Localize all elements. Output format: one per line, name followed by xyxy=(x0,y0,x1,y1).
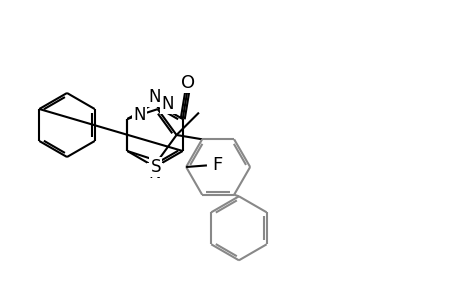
Text: N: N xyxy=(148,164,161,182)
Text: N: N xyxy=(162,95,174,113)
Text: N: N xyxy=(133,106,146,124)
Text: F: F xyxy=(212,156,222,174)
Text: O: O xyxy=(180,74,194,92)
Text: S: S xyxy=(150,158,161,176)
Text: N: N xyxy=(148,88,161,106)
